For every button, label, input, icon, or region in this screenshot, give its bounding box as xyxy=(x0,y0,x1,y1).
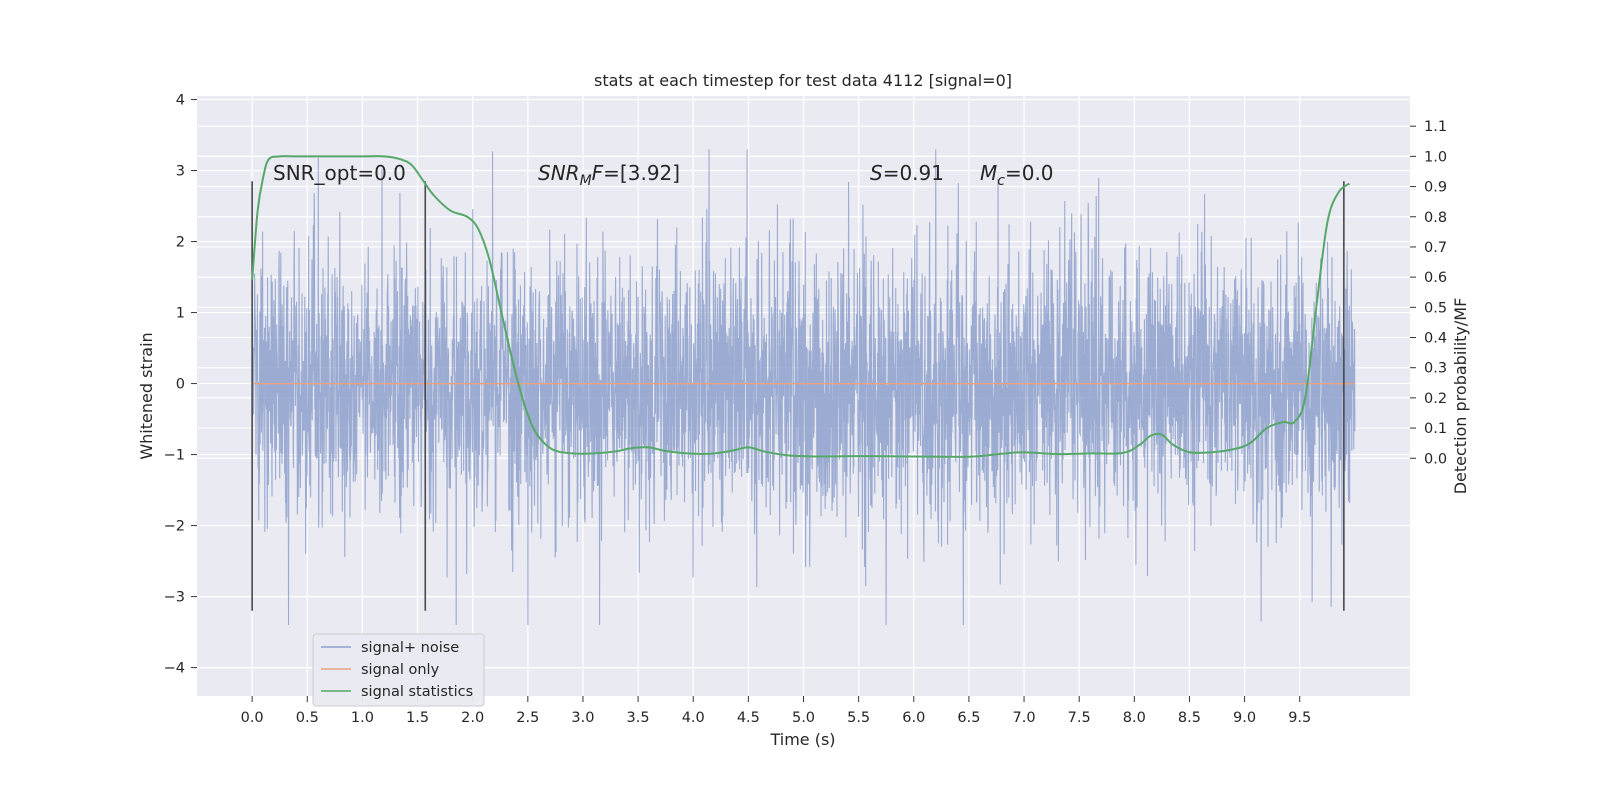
y-right-axis-label: Detection probability/MF xyxy=(1451,298,1470,495)
x-tick-label-12: 6.0 xyxy=(902,710,925,726)
x-tick-label-13: 6.5 xyxy=(957,710,980,726)
y-tick-label-0: 4 xyxy=(176,93,185,109)
y-tick-label-5: −1 xyxy=(164,448,185,464)
annotation-snr-opt: SNR_opt=0.0 xyxy=(273,161,406,185)
x-tick-label-15: 7.5 xyxy=(1068,710,1091,726)
y-right-tick-label-2: 0.9 xyxy=(1424,180,1447,196)
legend-box xyxy=(312,633,485,707)
chart-title: stats at each timestep for test data 411… xyxy=(594,71,1012,90)
y-tick-label-6: −2 xyxy=(164,519,185,535)
y-right-tick-label-9: 0.2 xyxy=(1424,391,1447,407)
x-tick-label-1: 0.5 xyxy=(296,710,319,726)
series-signal-statistics xyxy=(251,155,1350,458)
y-tick-label-4: 0 xyxy=(176,377,185,393)
x-axis-label: Time (s) xyxy=(769,730,835,749)
y-right-tick-label-11: 0.0 xyxy=(1424,451,1447,467)
y-right-tick-label-1: 1.0 xyxy=(1424,149,1447,165)
annotation-s: S=0.91 xyxy=(870,161,944,185)
x-tick-label-7: 3.5 xyxy=(627,710,650,726)
x-tick-label-17: 8.5 xyxy=(1178,710,1201,726)
vertical-markers xyxy=(251,181,1345,611)
annotation-snr-mf: SNRMF=[3.92] xyxy=(538,161,680,189)
y-tick-label-7: −3 xyxy=(164,590,185,606)
y-tick-label-1: 3 xyxy=(176,164,185,180)
y-right-tick-label-7: 0.4 xyxy=(1424,331,1447,347)
annotation-mc: Mc=0.0 xyxy=(980,161,1054,189)
y-right-tick-label-4: 0.7 xyxy=(1424,240,1447,256)
legend: signal+ noise signal only signal statist… xyxy=(312,633,485,707)
y-tick-label-3: 1 xyxy=(176,306,185,322)
x-tick-label-6: 3.0 xyxy=(571,710,594,726)
x-tick-label-18: 9.0 xyxy=(1233,710,1256,726)
y-right-tick-label-10: 0.1 xyxy=(1424,421,1447,437)
x-tick-label-9: 4.5 xyxy=(737,710,760,726)
series-line-signal-noise xyxy=(251,149,1356,625)
x-tick-label-16: 8.0 xyxy=(1123,710,1146,726)
y-tick-label-8: −4 xyxy=(164,661,185,677)
series-line-signal-statistics xyxy=(251,155,1350,458)
x-tick-label-3: 1.5 xyxy=(406,710,429,726)
x-tick-label-11: 5.5 xyxy=(847,710,870,726)
y-right-tick-label-0: 1.1 xyxy=(1424,119,1447,135)
x-tick-label-4: 2.0 xyxy=(461,710,484,726)
x-tick-label-14: 7.0 xyxy=(1013,710,1036,726)
y-right-tick-label-3: 0.8 xyxy=(1424,210,1447,226)
y-axis-label: Whitened strain xyxy=(137,332,156,459)
legend-label-signal-only: signal only xyxy=(361,662,440,678)
x-tick-label-8: 4.0 xyxy=(682,710,705,726)
legend-label-signal-noise: signal+ noise xyxy=(361,640,459,656)
annotations: SNR_opt=0.0 SNRMF=[3.92] S=0.91 Mc=0.0 xyxy=(273,161,1054,189)
x-tick-label-0: 0.0 xyxy=(241,710,264,726)
series-signal-noise xyxy=(251,149,1356,625)
x-tick-label-19: 9.5 xyxy=(1288,710,1311,726)
y-tick-label-2: 2 xyxy=(176,235,185,251)
ticks: 0.0 0.5 1.0 1.5 2.0 2.5 3.0 3.5 4.0 4.5 5.0 5.5 6.0 6… xyxy=(164,93,1447,726)
x-tick-label-2: 1.0 xyxy=(351,710,374,726)
legend-label-signal-statistics: signal statistics xyxy=(361,684,473,700)
y-right-tick-label-6: 0.5 xyxy=(1424,300,1447,316)
y-right-tick-label-8: 0.3 xyxy=(1424,361,1447,377)
x-tick-label-10: 5.0 xyxy=(792,710,815,726)
y-right-tick-label-5: 0.6 xyxy=(1424,270,1447,286)
x-tick-label-5: 2.5 xyxy=(516,710,539,726)
